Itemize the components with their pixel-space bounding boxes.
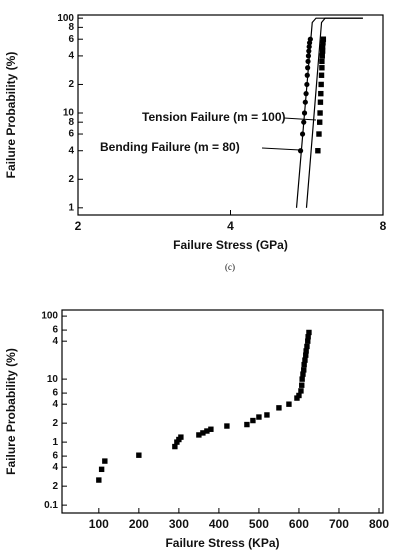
point [317,119,323,125]
y-tick-label: 2 [68,174,74,185]
point [319,48,326,54]
point [303,348,309,354]
point [304,343,310,350]
x-tick-label: 8 [380,219,387,233]
x-tick-label: 100 [89,517,109,531]
point [102,458,108,464]
x-tick-label: 300 [169,517,189,531]
fit-line [305,17,363,208]
y-tick-label: 6 [68,129,74,140]
point [318,81,324,88]
point [320,40,326,46]
point [299,376,305,382]
point [305,334,311,340]
point [301,367,307,373]
point [302,357,308,363]
y-tick-label: 2 [52,418,58,429]
point [317,110,323,116]
x-tick-label: 700 [329,517,349,531]
point [319,53,325,59]
point [318,72,325,78]
y-tick-label: 0.1 [44,500,58,511]
x-tick-label: 400 [209,517,229,531]
point [320,36,327,42]
point [256,414,262,420]
y-tick-label: 100 [57,13,74,24]
y-tick-label: 100 [41,311,58,322]
point [286,401,292,407]
arrow [283,117,317,121]
y-tick-label: 6 [52,451,58,462]
annotation: Tension Failure (m = 100) [142,110,285,124]
point [305,53,312,59]
point [319,58,325,65]
point [96,477,102,483]
point [172,443,178,450]
y-tick-label: 2 [68,79,74,90]
point [319,44,326,50]
point [178,434,184,440]
y-tick-label: 8 [68,117,74,128]
x-tick-label: 4 [227,219,234,233]
point [208,426,214,432]
point [306,329,312,336]
point [305,58,311,65]
point [318,90,324,97]
point [98,466,105,473]
point [296,392,302,399]
point [196,432,202,438]
point [303,352,309,358]
x-tick-label: 600 [289,517,309,531]
y-tick-label: 4 [52,462,58,473]
point [204,428,210,434]
point [136,452,142,458]
x-tick-label: 500 [249,517,269,531]
y-tick-label: 1 [68,202,74,213]
point [315,148,321,154]
y-axis-label: Failure Probability (%) [4,348,18,475]
y-tick-label: 2 [52,481,58,492]
point [244,421,250,428]
point [299,382,305,388]
point [224,423,230,429]
y-tick-label: 6 [68,34,74,45]
point [264,412,270,418]
y-tick-label: 10 [63,108,75,119]
y-tick-label: 6 [52,388,58,399]
caption: (c) [225,262,235,272]
point [200,430,206,436]
point [276,405,282,411]
x-tick-label: 800 [369,517,389,531]
point [317,99,324,105]
point [316,131,322,137]
plot-frame [61,309,384,514]
x-axis-label: Failure Stress (KPa) [165,536,279,550]
point [250,417,256,424]
point [298,388,304,394]
point [305,65,311,71]
y-tick-label: 10 [47,374,59,385]
x-tick-label: 200 [129,517,149,531]
y-tick-label: 1 [52,437,58,448]
y-tick-label: 4 [52,399,58,410]
point [305,338,311,344]
point [300,371,306,377]
y-tick-label: 4 [68,145,74,156]
point [319,65,325,71]
y-axis-label: Failure Probability (%) [4,52,18,179]
y-tick-label: 8 [68,22,74,33]
point [301,361,307,368]
y-tick-label: 6 [52,325,58,336]
point [297,148,304,154]
annotation: Bending Failure (m = 80) [100,140,240,154]
x-axis-label: Failure Stress (GPa) [173,238,288,252]
y-tick-label: 4 [68,51,74,62]
x-tick-label: 2 [75,219,82,233]
arrow [261,147,301,151]
y-tick-label: 4 [52,336,58,347]
